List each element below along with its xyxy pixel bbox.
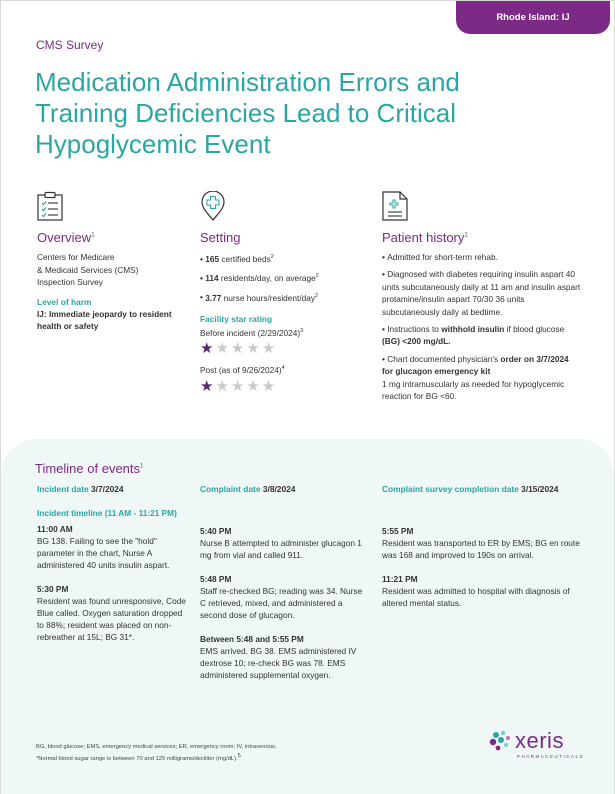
incident-date: Incident date 3/7/2024 <box>37 484 124 494</box>
event-time: 5:48 PM <box>200 574 232 584</box>
incident-timeline-label: Incident timeline (11 AM - 11:21 PM) <box>37 508 177 518</box>
post-star-rating: ★ ★ ★ ★ ★ <box>200 379 365 394</box>
event-time: Between 5:48 and 5:55 PM <box>200 634 304 644</box>
event-time: 5:30 PM <box>37 584 69 594</box>
event-text: Resident was admitted to hospital with d… <box>382 586 570 608</box>
checklist-icon <box>37 191 63 221</box>
event-text: Nurse B attempted to administer glucagon… <box>200 538 362 560</box>
footnote-abbreviations: BG, blood glucose; EMS, emergency medica… <box>36 744 277 750</box>
footnote-normal-range: *Normal blood sugar range is between 70 … <box>36 753 241 762</box>
event-text: BG 138. Failing to see the "hold" parame… <box>37 536 170 570</box>
post-incident-label: Post (as of 9/26/2024)4 <box>200 365 285 376</box>
overview-line-1: Centers for Medicare <box>37 252 115 262</box>
star-empty-icon: ★ <box>261 377 276 395</box>
patient-history-item-2: Diagnosed with diabetes requiring insuli… <box>382 268 582 318</box>
event-time: 11:00 AM <box>37 524 73 534</box>
logo-wordmark: xeris <box>515 728 564 753</box>
level-of-harm-value: IJ: Immediate jeopardy to resident healt… <box>37 308 172 332</box>
overview-heading: Overview1 <box>37 230 95 245</box>
star-empty-icon: ★ <box>261 340 276 358</box>
logo-subtitle: PHARMACEUTICALS <box>517 754 585 759</box>
timeline-column-complaint: Complaint date 3/8/2024 5:40 PM Nurse B … <box>200 484 365 693</box>
xeris-logo-icon <box>489 730 510 751</box>
timeline-section: Timeline of events1 Incident date 3/7/20… <box>1 439 614 794</box>
star-filled-icon: ★ <box>200 377 214 395</box>
medical-chart-icon <box>382 191 408 221</box>
star-empty-icon: ★ <box>246 377 260 395</box>
star-empty-icon: ★ <box>215 340 229 358</box>
timeline-column-incident: Incident date 3/7/2024 Incident timeline… <box>37 484 189 655</box>
page-title: Medication Administration Errors and Tra… <box>35 67 460 159</box>
medical-location-pin-icon <box>201 191 225 221</box>
event-text: EMS arrived. BG 38. EMS administered IV … <box>200 646 357 680</box>
patient-history-item-4: Chart documented physician's order on 3/… <box>382 353 582 403</box>
footnotes: BG, blood glucose; EMS, emergency medica… <box>36 743 436 764</box>
before-incident-label: Before incident (2/29/2024)3 <box>200 327 304 338</box>
survey-completion-date: Complaint survey completion date 3/15/20… <box>382 484 559 494</box>
overview-line-2: & Medicaid Services (CMS) <box>37 264 139 275</box>
nurse-hours-item: 3.77 nurse hours/resident/day2 <box>200 290 365 304</box>
beds-item: 165 certified beds2 <box>200 251 365 265</box>
star-filled-icon: ★ <box>200 340 214 358</box>
setting-section: Setting 165 certified beds2 114 resident… <box>200 191 365 400</box>
residents-item: 114 residents/day, on average2 <box>200 270 365 284</box>
state-badge: Rhode Island: IJ <box>456 1 610 34</box>
event-time: 5:55 PM <box>382 526 414 536</box>
setting-heading: Setting <box>200 230 241 245</box>
event-time: 5:40 PM <box>200 526 232 536</box>
patient-history-list: Admitted for short-term rehab. Diagnosed… <box>382 251 582 402</box>
overview-section: Overview1 Centers for Medicare & Medicai… <box>37 191 187 333</box>
level-of-harm-label: Level of harm <box>37 296 92 307</box>
xeris-logo: xeris PHARMACEUTICALS <box>487 728 583 759</box>
star-empty-icon: ★ <box>230 377 245 395</box>
before-star-rating: ★ ★ ★ ★ ★ <box>200 341 365 356</box>
event-text: Staff re-checked BG; reading was 34. Nur… <box>200 586 363 620</box>
star-empty-icon: ★ <box>230 340 245 358</box>
star-empty-icon: ★ <box>246 340 260 358</box>
event-text: Resident was transported to ER by EMS; B… <box>382 538 580 560</box>
timeline-heading: Timeline of events1 <box>35 461 144 476</box>
complaint-date: Complaint date 3/8/2024 <box>200 484 296 494</box>
timeline-column-survey: Complaint survey completion date 3/15/20… <box>382 484 582 621</box>
event-text: Resident was found unresponsive, Code Bl… <box>37 596 186 642</box>
overview-line-3: Inspection Survey <box>37 277 103 288</box>
star-empty-icon: ★ <box>215 377 229 395</box>
patient-history-item-1: Admitted for short-term rehab. <box>382 251 582 263</box>
star-rating-label: Facility star rating <box>200 314 273 325</box>
kicker: CMS Survey <box>36 38 104 52</box>
patient-history-section: Patient history1 Admitted for short-term… <box>382 191 582 407</box>
event-time: 11:21 PM <box>382 574 418 584</box>
patient-history-item-3: Instructions to withhold insulin if bloo… <box>382 323 582 348</box>
patient-history-heading: Patient history1 <box>382 230 468 245</box>
